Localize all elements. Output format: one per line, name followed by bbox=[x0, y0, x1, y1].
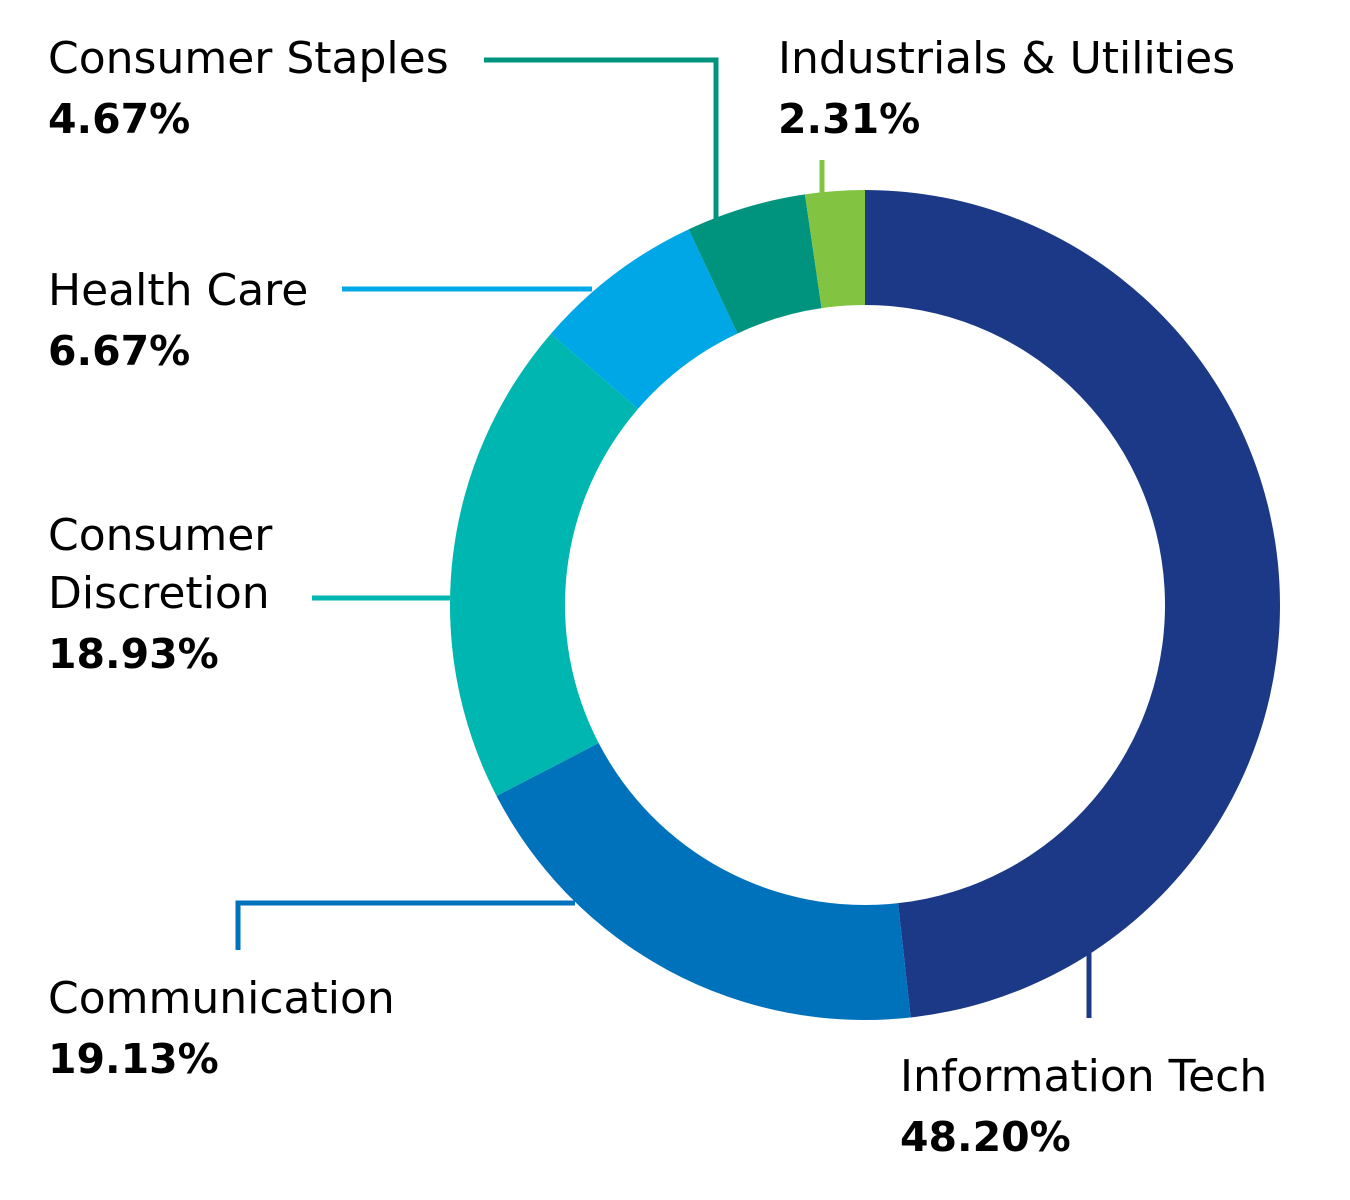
donut-slices bbox=[449, 190, 1281, 1020]
leader-line-communication bbox=[235, 900, 575, 950]
slice-value: 48.20% bbox=[900, 1113, 1071, 1161]
label-consumer-discretion: Consumer Discretion 18.93% bbox=[48, 507, 272, 685]
slice-label: Health Care bbox=[48, 265, 309, 316]
slice-industrials-utilities bbox=[804, 190, 865, 309]
slice-communication bbox=[496, 743, 911, 1020]
slice-consumer-discretion bbox=[449, 333, 638, 796]
slice-health-care bbox=[550, 229, 738, 409]
label-industrials-utilities: Industrials & Utilities 2.31% bbox=[778, 30, 1235, 150]
slice-value: 2.31% bbox=[778, 95, 921, 143]
slice-label: Industrials & Utilities bbox=[778, 33, 1236, 84]
slice-value: 19.13% bbox=[48, 1035, 219, 1083]
slice-information-tech bbox=[865, 190, 1281, 1018]
slice-label: Consumer Staples bbox=[48, 33, 449, 84]
slice-value: 6.67% bbox=[48, 327, 191, 375]
label-health-care: Health Care 6.67% bbox=[48, 262, 308, 382]
slice-consumer-staples bbox=[688, 194, 822, 334]
slice-label: Information Tech bbox=[900, 1051, 1268, 1102]
label-communication: Communication 19.13% bbox=[48, 970, 395, 1090]
slice-label-line-2: Discretion bbox=[48, 568, 270, 619]
label-consumer-staples: Consumer Staples 4.67% bbox=[48, 30, 449, 150]
slice-value: 18.93% bbox=[48, 630, 219, 678]
slice-label: Communication bbox=[48, 973, 395, 1024]
slice-value: 4.67% bbox=[48, 95, 191, 143]
leader-lines bbox=[235, 57, 1092, 1018]
slice-label-line-1: Consumer bbox=[48, 510, 273, 561]
leader-line-consumer-staples bbox=[484, 57, 719, 220]
label-information-tech: Information Tech 48.20% bbox=[900, 1048, 1267, 1168]
